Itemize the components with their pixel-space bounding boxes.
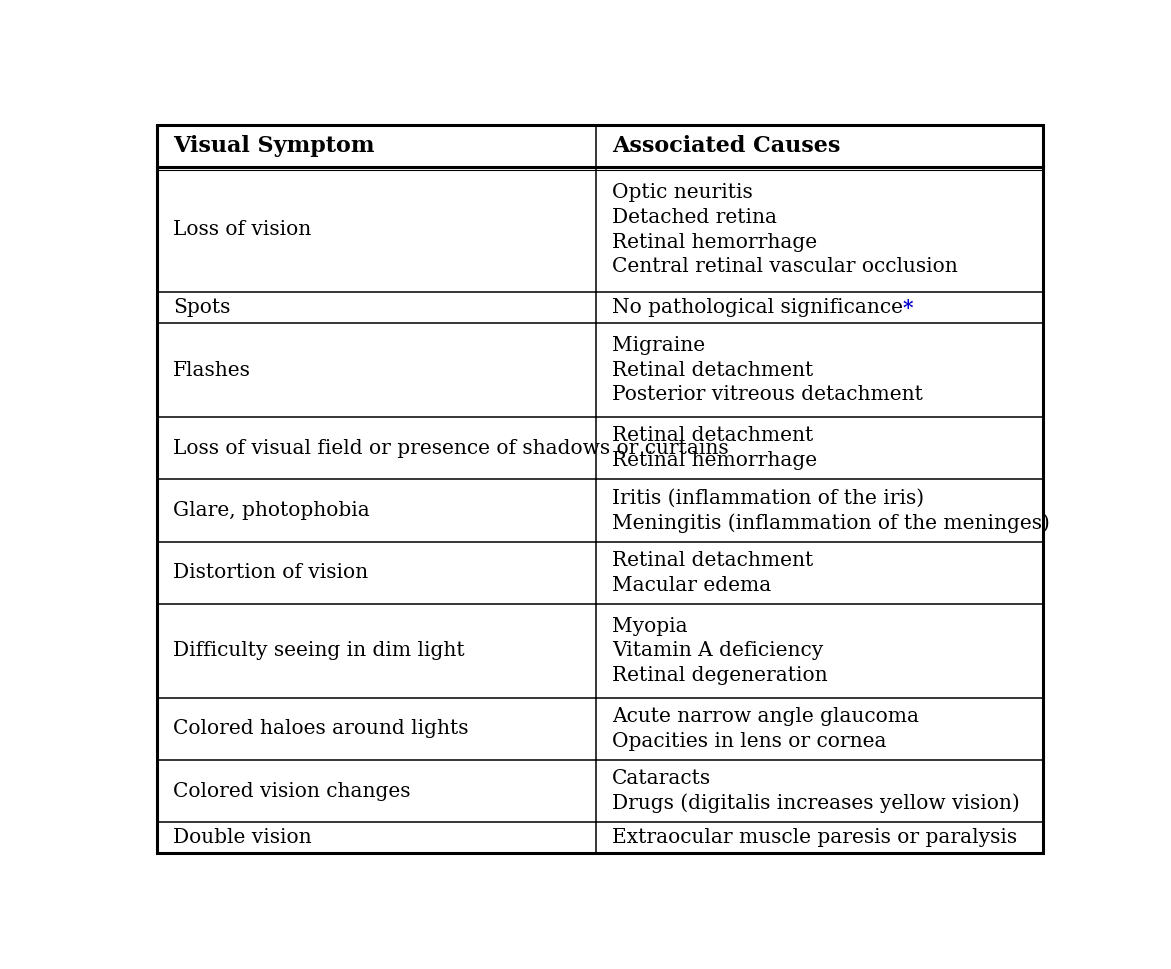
Text: Cataracts: Cataracts [611,769,711,789]
Text: Myopia: Myopia [611,616,687,636]
Text: Loss of vision: Loss of vision [173,220,311,239]
Text: Difficulty seeing in dim light: Difficulty seeing in dim light [173,641,465,660]
Text: Optic neuritis: Optic neuritis [611,183,753,203]
Text: Associated Causes: Associated Causes [611,136,840,157]
Text: Macular edema: Macular edema [611,576,771,595]
Text: Extraocular muscle paresis or paralysis: Extraocular muscle paresis or paralysis [611,828,1016,847]
Text: Central retinal vascular occlusion: Central retinal vascular occlusion [611,257,958,276]
Text: No pathological significance: No pathological significance [611,298,903,317]
Text: Retinal hemorrhage: Retinal hemorrhage [611,451,817,470]
Text: Glare, photophobia: Glare, photophobia [173,501,370,520]
Text: Posterior vitreous detachment: Posterior vitreous detachment [611,386,923,404]
Text: Spots: Spots [173,298,231,317]
Text: Vitamin A deficiency: Vitamin A deficiency [611,641,823,660]
Text: Colored haloes around lights: Colored haloes around lights [173,719,468,738]
Text: Drugs (digitalis increases yellow vision): Drugs (digitalis increases yellow vision… [611,794,1020,813]
Text: Visual Symptom: Visual Symptom [173,136,375,157]
Text: Iritis (inflammation of the iris): Iritis (inflammation of the iris) [611,488,924,508]
Text: Opacities in lens or cornea: Opacities in lens or cornea [611,732,886,751]
Text: Colored vision changes: Colored vision changes [173,782,411,800]
Text: Distortion of vision: Distortion of vision [173,563,369,582]
Text: Retinal detachment: Retinal detachment [611,551,813,570]
Text: Detached retina: Detached retina [611,208,776,227]
Text: Double vision: Double vision [173,828,311,847]
Text: Retinal hemorrhage: Retinal hemorrhage [611,233,817,252]
Text: Retinal detachment: Retinal detachment [611,360,813,380]
Text: Retinal detachment: Retinal detachment [611,426,813,446]
Text: Migraine: Migraine [611,336,705,355]
Text: Meningitis (inflammation of the meninges): Meningitis (inflammation of the meninges… [611,513,1049,533]
Text: Flashes: Flashes [173,360,251,380]
Text: Acute narrow angle glaucoma: Acute narrow angle glaucoma [611,707,919,726]
Text: *: * [903,297,913,318]
Text: Loss of visual field or presence of shadows or curtains: Loss of visual field or presence of shad… [173,439,728,457]
Text: Retinal degeneration: Retinal degeneration [611,666,827,685]
